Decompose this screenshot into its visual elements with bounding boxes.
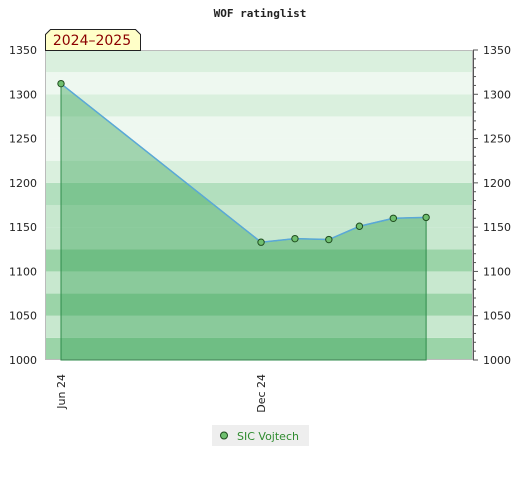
y-tick-label-right: 1300 xyxy=(483,88,511,101)
background-bands xyxy=(45,50,473,360)
legend-marker xyxy=(220,431,228,440)
data-point xyxy=(325,235,333,244)
y-tick-label-left: 1200 xyxy=(9,177,37,190)
background-band xyxy=(45,227,473,250)
background-band xyxy=(45,337,473,360)
y-tick-label-left: 1100 xyxy=(9,265,37,278)
y-tick-label-right: 1200 xyxy=(483,177,511,190)
x-axis: Jun 24 Dec 24 xyxy=(55,374,268,413)
background-band xyxy=(45,293,473,316)
data-point xyxy=(355,222,364,230)
data-point xyxy=(257,238,265,246)
legend-box xyxy=(212,425,309,446)
y-tick-label-left: 1050 xyxy=(9,310,37,323)
y-tick-label-left: 1000 xyxy=(9,354,37,367)
y-tick-label-right: 1150 xyxy=(483,221,511,234)
background-band xyxy=(45,205,473,228)
y-tick-label-right: 1350 xyxy=(483,44,511,57)
y-tick-label-left: 1250 xyxy=(9,133,37,146)
legend-label: SIC Vojtech xyxy=(237,430,299,443)
x-tick-label: Jun 24 xyxy=(55,374,68,410)
background-band xyxy=(45,182,473,205)
y-axis-right: 1000 1050 1100 1150 1200 1250 1300 1350 xyxy=(473,44,511,367)
y-tick-label-right: 1000 xyxy=(483,354,511,367)
data-point xyxy=(389,214,398,222)
y-tick-label-left: 1300 xyxy=(9,88,37,101)
background-band xyxy=(45,116,473,139)
y-axis-left: 1000 1050 1100 1150 1200 1250 1300 1350 xyxy=(9,44,37,367)
background-band xyxy=(45,249,473,272)
background-band xyxy=(45,94,473,117)
background-band xyxy=(45,160,473,183)
data-point xyxy=(291,234,299,243)
background-band xyxy=(45,50,473,73)
y-tick-label-right: 1250 xyxy=(483,133,511,146)
data-point xyxy=(57,79,65,88)
legend: SIC Vojtech xyxy=(212,425,309,446)
y-tick-label-right: 1050 xyxy=(483,310,511,323)
y-tick-label-left: 1350 xyxy=(9,44,37,57)
background-band xyxy=(45,271,473,294)
data-point xyxy=(422,213,430,222)
period-badge-box xyxy=(45,29,141,51)
chart-title: WOF ratinglist xyxy=(214,7,307,20)
background-band xyxy=(45,72,473,95)
x-tick-label: Dec 24 xyxy=(255,374,268,413)
background-band xyxy=(45,315,473,338)
rating-markers xyxy=(57,79,430,246)
period-badge: 2024–2025 xyxy=(45,29,141,51)
y-tick-label-right: 1100 xyxy=(483,265,511,278)
period-label: 2024–2025 xyxy=(53,33,131,49)
y-tick-label-left: 1150 xyxy=(9,221,37,234)
